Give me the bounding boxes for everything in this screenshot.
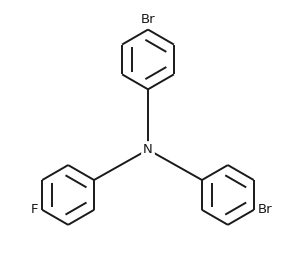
Text: N: N [143,143,153,156]
Text: F: F [31,203,39,216]
Text: Br: Br [141,13,155,26]
Text: Br: Br [257,203,272,216]
